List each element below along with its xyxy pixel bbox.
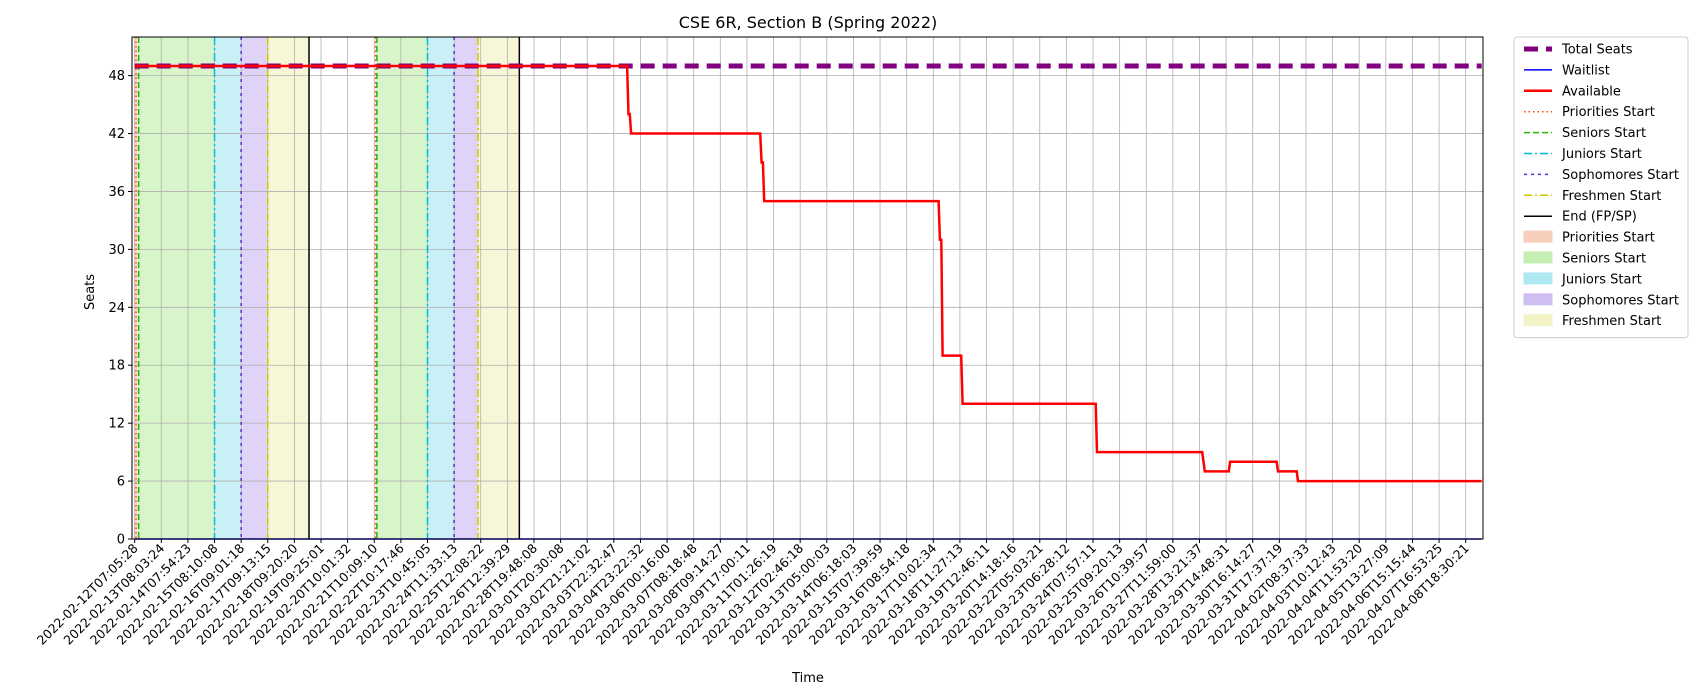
legend-label: Freshmen Start [1562,189,1661,204]
y-axis-label: Seats [83,274,98,310]
legend-frame [1513,36,1689,339]
span-priorities-start [134,37,139,539]
y-tick-label: 42 [108,127,125,142]
legend-label: Priorities Start [1562,231,1655,246]
y-tick-label: 30 [108,243,125,258]
legend-label: Total Seats [1561,43,1633,58]
legend-label: Available [1562,84,1621,99]
y-tick-label: 0 [117,533,125,548]
span-freshmen-start [267,37,310,539]
legend-label: End (FP/SP) [1562,210,1637,225]
legend-label: Juniors Start [1561,272,1642,287]
legend-label: Juniors Start [1561,147,1642,162]
chart-title: CSE 6R, Section B (Spring 2022) [679,13,938,32]
y-tick-label: 12 [108,417,125,432]
span-juniors-start [214,37,242,539]
legend-label: Priorities Start [1562,105,1655,120]
legend-label: Seniors Start [1562,126,1646,141]
legend-swatch-sophomores-start [1523,293,1553,306]
plot-background [132,37,1483,539]
legend-label: Sophomores Start [1562,293,1679,308]
span-priorities-start [375,37,377,539]
span-sophomores-start [454,37,479,539]
y-tick-label: 24 [108,301,125,316]
span-juniors-start [427,37,455,539]
series-available [134,64,1482,483]
legend-swatch-juniors-start [1523,272,1553,285]
y-tick-label: 6 [117,475,125,490]
span-seniors-start [376,37,428,539]
y-tick-label: 48 [108,69,125,84]
span-seniors-start [138,37,215,539]
span-sophomores-start [241,37,268,539]
legend-label: Freshmen Start [1562,314,1661,329]
plot-frame [131,36,1484,540]
plot-area: 06121824303642482022-02-12T07:05:282022-… [34,36,1484,648]
legend-label: Sophomores Start [1562,168,1679,183]
legend-swatch-seniors-start [1523,251,1553,264]
legend: Total Seats Waitlist Available Priorities S… [1513,36,1689,339]
x-axis-label: Time [791,671,824,686]
legend-label: Waitlist [1562,63,1610,78]
y-tick-label: 36 [108,185,125,200]
legend-label: Seniors Start [1562,252,1646,267]
legend-swatch-freshmen-start [1523,314,1553,327]
y-tick-label: 18 [108,359,125,374]
legend-swatch-priorities-start [1523,230,1553,243]
span-freshmen-start [478,37,520,539]
